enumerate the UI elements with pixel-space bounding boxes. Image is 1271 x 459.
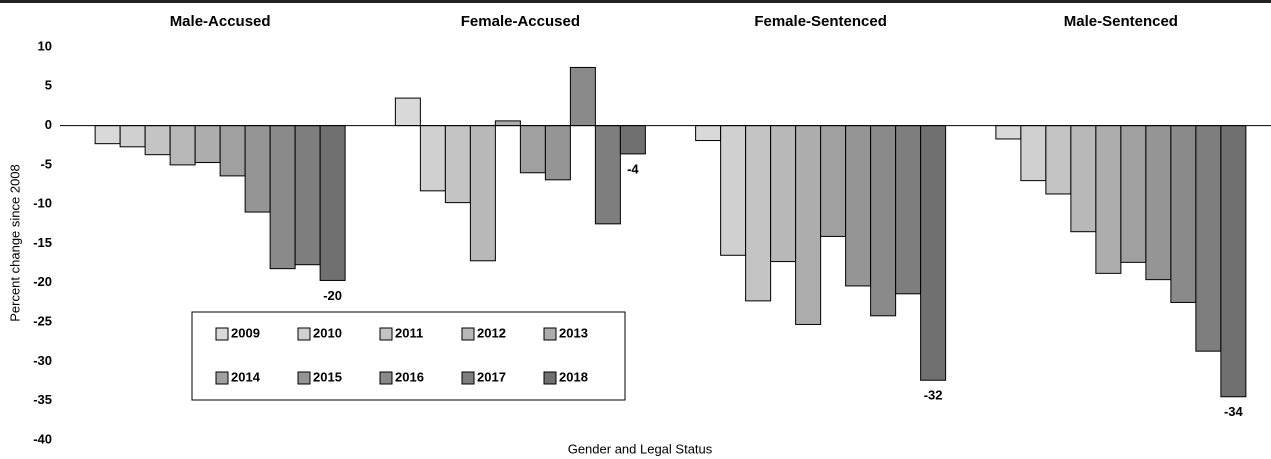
bar: [1045, 125, 1072, 195]
legend-label: 2010: [313, 325, 342, 340]
bar: [319, 125, 346, 281]
legend-swatch: [215, 327, 229, 341]
value-label: -32: [924, 388, 943, 403]
legend-swatch: [297, 371, 311, 385]
legend-swatch: [461, 327, 475, 341]
bar: [695, 125, 722, 142]
top-border: [0, 0, 1271, 3]
legend-box: [191, 311, 626, 401]
bar: [469, 125, 496, 262]
legend-label: 2018: [559, 369, 588, 384]
bar: [444, 125, 471, 204]
y-tick-label: 0: [45, 117, 52, 132]
bar: [795, 125, 822, 325]
bar: [169, 125, 196, 166]
legend-label: 2017: [477, 369, 506, 384]
bar: [920, 125, 947, 381]
bar: [770, 125, 797, 263]
legend-swatch: [215, 371, 229, 385]
legend-swatch: [379, 371, 393, 385]
bar: [569, 66, 596, 127]
legend-label: 2015: [313, 369, 342, 384]
bar: [269, 125, 296, 270]
x-axis-label: Gender and Legal Status: [568, 441, 713, 456]
y-tick-label: -40: [33, 431, 52, 446]
bar: [119, 125, 146, 148]
legend-label: 2009: [231, 325, 260, 340]
value-label: -20: [323, 288, 342, 303]
category-label: Female-Sentenced: [754, 13, 887, 30]
bar: [594, 125, 621, 225]
bar: [1095, 125, 1122, 274]
bar: [94, 125, 121, 145]
bar: [995, 125, 1022, 140]
bar: [845, 125, 872, 287]
legend-swatch: [379, 327, 393, 341]
bar: [394, 97, 421, 127]
y-tick-label: -5: [40, 156, 52, 171]
legend-swatch: [543, 327, 557, 341]
legend-label: 2016: [395, 369, 424, 384]
category-label: Female-Accused: [461, 13, 580, 30]
y-tick-label: 10: [38, 38, 52, 53]
bar: [745, 125, 772, 302]
bar: [294, 125, 321, 266]
y-tick-label: -35: [33, 392, 52, 407]
legend-swatch: [297, 327, 311, 341]
legend-label: 2014: [231, 369, 261, 384]
bar: [1020, 125, 1047, 182]
bar: [870, 125, 897, 317]
bar: [144, 125, 171, 156]
y-tick-label: -15: [33, 235, 52, 250]
bar: [544, 125, 571, 181]
bar: [194, 125, 221, 164]
y-tick-label: 5: [45, 78, 52, 93]
bar: [1145, 125, 1172, 281]
bar: [1070, 125, 1097, 233]
y-tick-label: -10: [33, 196, 52, 211]
bar: [619, 125, 646, 155]
bar: [820, 125, 847, 237]
y-tick-label: -30: [33, 353, 52, 368]
bar: [219, 125, 246, 177]
category-label: Male-Sentenced: [1064, 13, 1178, 30]
bar: [1170, 125, 1197, 303]
y-axis-label: Percent change since 2008: [7, 164, 22, 322]
legend-swatch: [543, 371, 557, 385]
bar: [1120, 125, 1147, 263]
bar: [720, 125, 747, 256]
value-label: -34: [1224, 404, 1244, 419]
bar: [244, 125, 271, 213]
y-tick-label: -25: [33, 314, 52, 329]
bar: [419, 125, 446, 192]
bar: [1220, 125, 1247, 398]
bar: [895, 125, 922, 295]
legend-label: 2013: [559, 325, 588, 340]
legend-label: 2012: [477, 325, 506, 340]
legend-label: 2011: [395, 325, 423, 340]
category-label: Male-Accused: [170, 13, 271, 30]
bar: [1195, 125, 1222, 352]
y-tick-label: -20: [33, 274, 52, 289]
legend-swatch: [461, 371, 475, 385]
bar: [494, 120, 521, 127]
value-label: -4: [627, 161, 639, 176]
bar: [519, 125, 546, 174]
